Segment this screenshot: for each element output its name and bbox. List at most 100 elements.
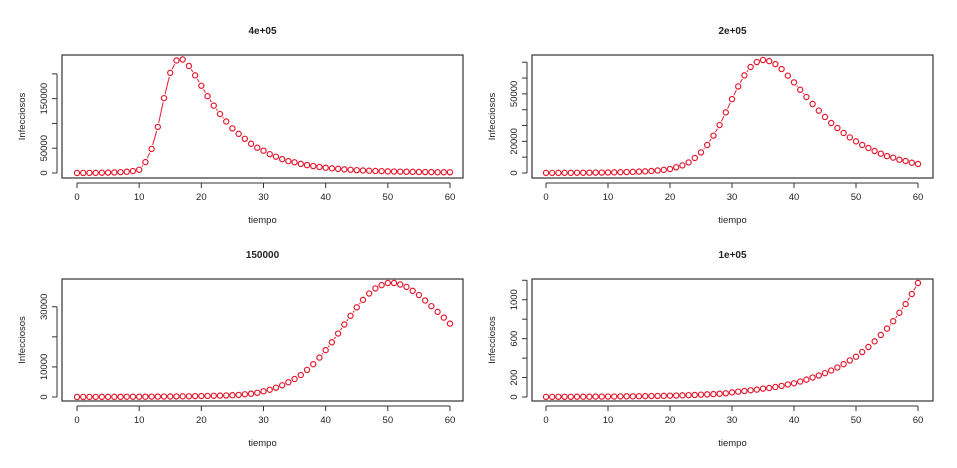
svg-text:60: 60 [913, 415, 924, 426]
y-axis-label: Infecciosos [487, 316, 498, 364]
plot-frame [531, 278, 934, 402]
data-point [617, 393, 624, 400]
data-point [303, 366, 311, 374]
data-point [235, 130, 242, 138]
data-point [859, 141, 866, 149]
data-point [446, 320, 454, 327]
data-point [428, 302, 435, 310]
data-point [741, 387, 748, 395]
svg-text:20: 20 [665, 192, 676, 203]
data-series [73, 279, 454, 401]
data-point [179, 393, 186, 400]
data-point [440, 314, 447, 321]
svg-text:10: 10 [603, 192, 614, 203]
y-axis: 0 50000 150000 [39, 73, 58, 176]
data-point [852, 353, 860, 360]
data-point [877, 150, 884, 157]
data-point [104, 169, 112, 176]
data-point [365, 290, 373, 297]
data-point [123, 393, 130, 400]
data-point [766, 384, 773, 392]
data-point [390, 279, 398, 287]
data-point [666, 165, 674, 173]
data-point [797, 86, 804, 93]
data-point [716, 121, 723, 129]
data-point [86, 393, 93, 401]
svg-text:0: 0 [509, 394, 520, 399]
data-point [359, 296, 367, 304]
data-point [415, 168, 423, 176]
data-point [784, 381, 791, 388]
data-point [303, 161, 311, 169]
data-point [135, 393, 143, 400]
data-point [198, 82, 205, 89]
data-point [111, 393, 118, 401]
chart-title: 150000 [246, 250, 280, 261]
svg-text:30000: 30000 [39, 294, 50, 320]
data-point [397, 281, 404, 288]
data-point [573, 393, 581, 400]
data-point [604, 169, 612, 176]
data-point [610, 169, 618, 176]
data-point [871, 147, 878, 155]
data-series [542, 56, 922, 177]
data-point [561, 169, 568, 177]
data-point [353, 304, 360, 311]
svg-text:40: 40 [789, 415, 800, 426]
data-point [191, 392, 199, 400]
data-point [285, 157, 292, 165]
data-point [204, 92, 211, 100]
data-point [148, 393, 155, 400]
data-point [716, 390, 723, 397]
data-point [198, 392, 205, 400]
data-point [297, 160, 304, 168]
data-point [697, 391, 705, 398]
data-point [828, 119, 835, 127]
chart-title: 2e+05 [718, 26, 747, 37]
data-point [341, 166, 348, 173]
data-point [548, 393, 556, 401]
data-point [129, 393, 137, 400]
data-point [747, 63, 754, 71]
y-axis-label: Infecciosos [487, 92, 498, 140]
data-point [117, 393, 124, 401]
y-axis-label: Infecciosos [17, 92, 28, 140]
data-point [641, 392, 649, 400]
data-point [747, 387, 754, 394]
data-point [179, 56, 186, 63]
svg-text:0: 0 [39, 170, 50, 175]
data-point [254, 144, 261, 151]
data-point [92, 393, 99, 401]
data-point [809, 374, 816, 381]
svg-text:0: 0 [543, 415, 548, 426]
data-point [772, 383, 779, 391]
data-point [697, 149, 705, 156]
data-point [260, 388, 267, 395]
data-point [322, 346, 329, 354]
data-point [222, 118, 230, 125]
data-point [434, 308, 441, 316]
x-axis: 0 10 20 30 40 50 60 [543, 405, 924, 426]
data-point [890, 318, 897, 325]
data-point [247, 140, 255, 147]
data-point [722, 390, 729, 397]
chart-svg: 4e+05 0 10 20 30 40 50 60 tiempo 0 50000 150000 Infe… [17, 26, 464, 226]
data-point [877, 331, 884, 339]
data-point [334, 330, 342, 337]
data-point [260, 147, 267, 154]
data-point [210, 392, 217, 399]
svg-text:40: 40 [320, 192, 331, 203]
data-point [685, 159, 692, 166]
chart-panel-1e05: 1e+05 0 10 20 30 40 50 60 tiempo 0 200 600 1000 Infec… [478, 232, 957, 463]
svg-text:50000: 50000 [39, 135, 50, 161]
svg-text:600: 600 [509, 331, 520, 347]
data-point [703, 391, 711, 398]
data-point [914, 279, 922, 287]
x-axis: 0 10 20 30 40 50 60 [74, 182, 455, 203]
svg-text:10: 10 [603, 415, 614, 426]
data-point [142, 158, 149, 166]
data-point [384, 168, 392, 175]
data-point [790, 380, 798, 387]
svg-text:50: 50 [383, 192, 394, 203]
